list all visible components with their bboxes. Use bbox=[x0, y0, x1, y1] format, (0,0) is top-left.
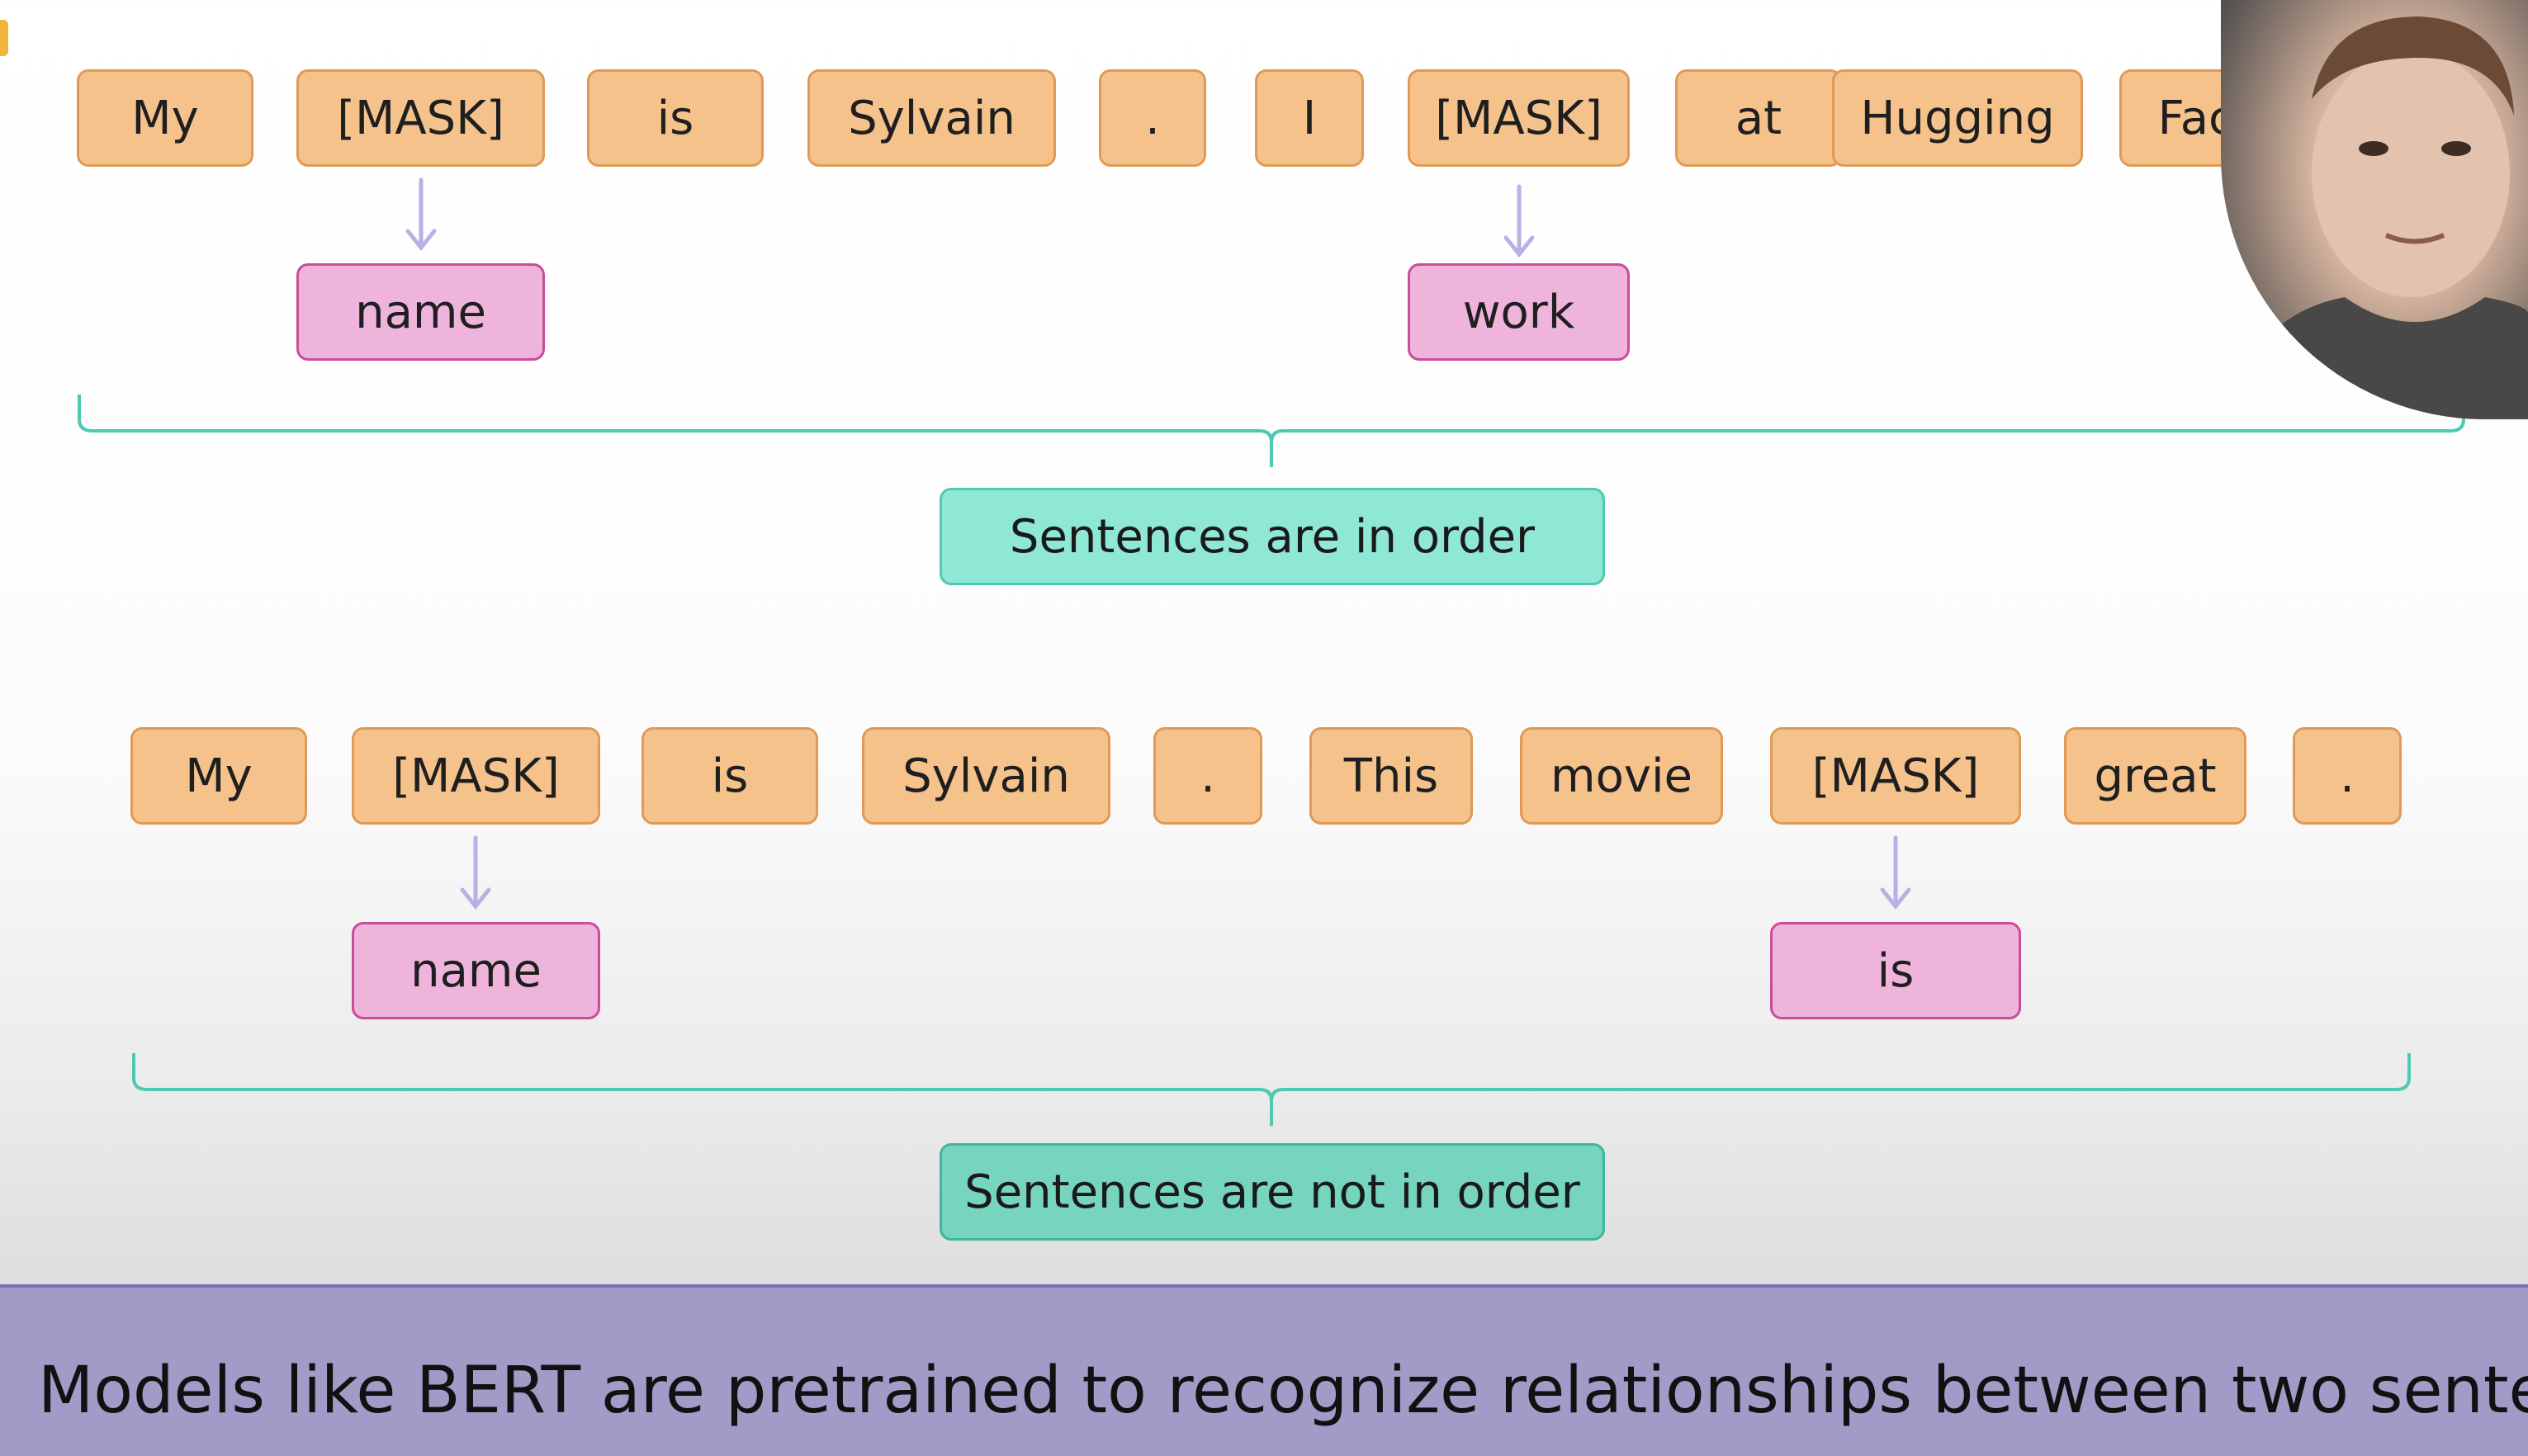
row2-token: great bbox=[2064, 727, 2246, 825]
row1-token: Hugging bbox=[1832, 69, 2083, 167]
row2-token-mask: [MASK] bbox=[352, 727, 600, 825]
row1-prediction: work bbox=[1408, 263, 1630, 361]
row2-token: This bbox=[1309, 727, 1473, 825]
row1-token: I bbox=[1255, 69, 1364, 167]
row2-token: movie bbox=[1520, 727, 1723, 825]
row2-token-period: . bbox=[2293, 727, 2402, 825]
row2-arrowhead bbox=[460, 887, 491, 910]
row2-token-mask: [MASK] bbox=[1770, 727, 2021, 825]
row2-token-period: . bbox=[1153, 727, 1262, 825]
caption-text: Models like BERT are pretrained to recog… bbox=[38, 1354, 2528, 1428]
slide-edge-marker bbox=[0, 20, 8, 56]
row1-token-period: . bbox=[1099, 69, 1206, 167]
row2-prediction: is bbox=[1770, 922, 2021, 1019]
row2-prediction: name bbox=[352, 922, 600, 1019]
row2-arrowhead bbox=[1880, 887, 1911, 910]
caption-bar bbox=[0, 1284, 2528, 1456]
row1-token: is bbox=[587, 69, 764, 167]
row1-arrowhead bbox=[405, 229, 437, 252]
row1-grouping-bracket bbox=[78, 395, 2465, 467]
row2-order-label: Sentences are not in order bbox=[940, 1143, 1605, 1241]
row2-grouping-bracket bbox=[132, 1053, 2411, 1126]
row1-order-label: Sentences are in order bbox=[940, 488, 1605, 585]
row2-token: is bbox=[641, 727, 818, 825]
row1-token: at bbox=[1675, 69, 1842, 167]
row1-token-mask: [MASK] bbox=[1408, 69, 1630, 167]
row1-arrowhead bbox=[1503, 235, 1535, 258]
row2-token: Sylvain bbox=[862, 727, 1110, 825]
row2-token: My bbox=[130, 727, 307, 825]
row1-token-mask: [MASK] bbox=[296, 69, 545, 167]
row1-token: Sylvain bbox=[807, 69, 1056, 167]
row1-token: My bbox=[77, 69, 253, 167]
row1-prediction: name bbox=[296, 263, 545, 361]
